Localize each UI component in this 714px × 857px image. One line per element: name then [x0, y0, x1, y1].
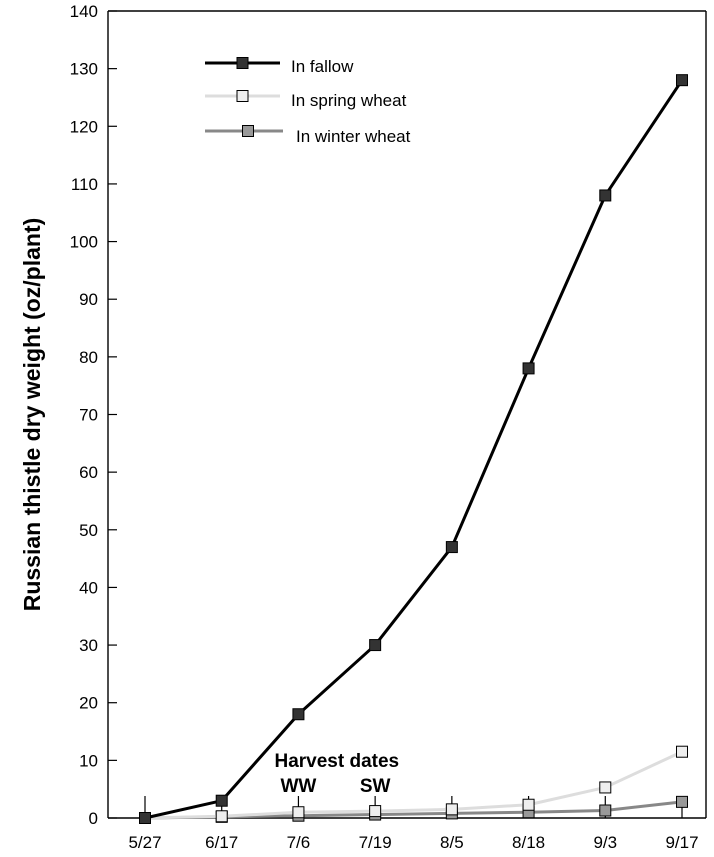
- data-point: [599, 781, 612, 794]
- y-tick-label: 10: [79, 751, 98, 770]
- y-tick-label: 50: [79, 521, 98, 540]
- data-point: [215, 794, 228, 807]
- legend-marker-swatch: [236, 57, 249, 69]
- harvest-annotations: Harvest dates WW SW: [274, 751, 399, 797]
- y-tick-label: 110: [71, 175, 98, 194]
- winter-wheat-harvest-label: WW: [280, 776, 316, 797]
- spring-wheat-harvest-label: SW: [360, 776, 391, 797]
- data-point: [676, 745, 688, 758]
- x-tick-label: 7/6: [287, 833, 311, 852]
- legend-label: In spring wheat: [291, 91, 407, 110]
- y-tick-label: 70: [79, 406, 98, 425]
- harvest-dates-label: Harvest dates: [274, 751, 399, 772]
- legend-item: In fallow: [205, 57, 354, 76]
- y-tick-label: 60: [79, 463, 98, 482]
- series-in-fallow: [139, 74, 688, 824]
- x-tick-label: 8/5: [440, 833, 464, 852]
- series-line: [144, 79, 684, 820]
- series-line: [144, 750, 683, 820]
- data-point: [676, 795, 688, 808]
- data-point: [445, 803, 458, 816]
- legend-item: In winter wheat: [205, 125, 411, 146]
- x-tick-label: 9/17: [665, 833, 698, 852]
- legend-label: In fallow: [291, 57, 354, 76]
- data-point: [139, 812, 151, 824]
- x-tick-label: 9/3: [593, 833, 617, 852]
- y-tick-label: 130: [70, 60, 98, 79]
- series-group: [139, 74, 688, 824]
- data-point: [522, 798, 535, 811]
- y-tick-label: 140: [70, 2, 98, 21]
- legend-item: In spring wheat: [205, 90, 407, 110]
- data-point: [599, 804, 612, 817]
- data-point: [292, 806, 305, 819]
- y-tick-label: 80: [79, 348, 98, 367]
- data-point: [445, 541, 458, 554]
- x-tick-label: 8/18: [512, 833, 545, 852]
- data-point: [369, 639, 382, 652]
- y-tick-label: 40: [79, 578, 98, 597]
- data-point: [599, 189, 612, 202]
- x-tick-label: 6/17: [205, 833, 238, 852]
- legend-marker-swatch: [242, 125, 254, 137]
- y-tick-label: 0: [89, 809, 98, 828]
- axes: 0 10 20 30 40 50 60 70 80 90 100 110 120 130 140 5/27 6/…: [19, 2, 707, 852]
- legend-marker-swatch: [236, 90, 249, 102]
- data-point: [215, 810, 228, 823]
- y-tick-label: 100: [70, 233, 98, 252]
- y-tick-label: 20: [79, 694, 98, 713]
- x-tick-label: 7/19: [359, 833, 392, 852]
- data-point: [292, 708, 305, 721]
- y-tick-label: 90: [79, 290, 98, 309]
- y-tick-label: 120: [70, 117, 98, 136]
- y-tick-label: 30: [79, 636, 98, 655]
- legend: In fallow In spring wheat In winter wheat: [205, 57, 411, 146]
- x-tick-label: 5/27: [128, 833, 161, 852]
- data-point: [676, 74, 688, 87]
- data-point: [369, 805, 382, 818]
- y-axis-title: Russian thistle dry weight (oz/plant): [19, 218, 45, 612]
- legend-label: In winter wheat: [296, 127, 411, 146]
- data-point: [522, 362, 535, 375]
